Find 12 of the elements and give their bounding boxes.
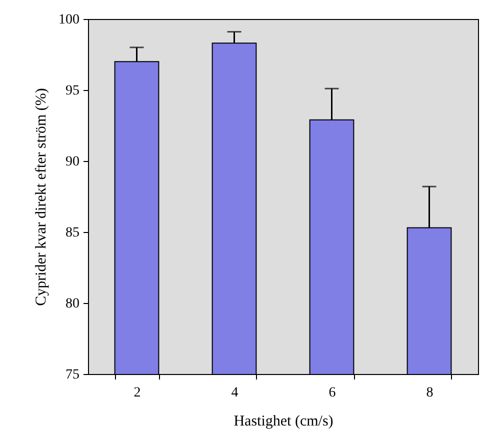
y-axis-title: Cyprider kvar direkt efter ström (%) — [34, 88, 50, 306]
x-tick-label: 4 — [231, 386, 238, 400]
x-axis-title: Hastighet (cm/s) — [234, 414, 334, 430]
x-tick-label: 8 — [426, 386, 434, 400]
y-tick-label: 80 — [66, 296, 80, 312]
y-tick-label: 85 — [66, 226, 80, 240]
x-tick-label: 2 — [134, 386, 141, 400]
x-tick-label: 6 — [328, 386, 336, 400]
y-tick-label: 95 — [66, 84, 80, 98]
y-tick-label: 75 — [66, 368, 80, 382]
y-tick-label: 90 — [66, 154, 80, 170]
y-tick-label: 100 — [58, 12, 80, 28]
